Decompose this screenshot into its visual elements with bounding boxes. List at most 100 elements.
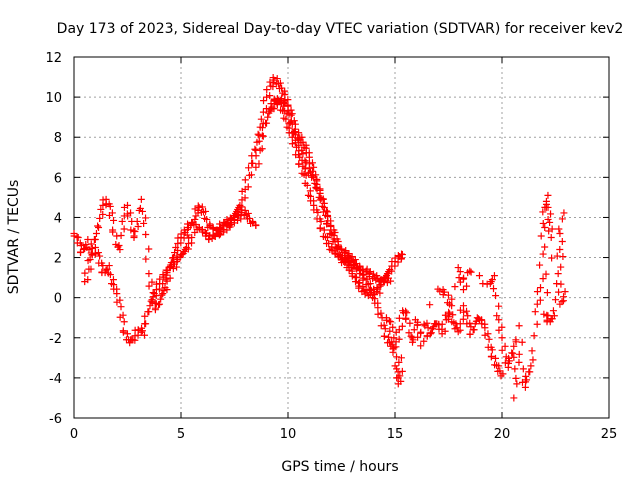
data-point [184,220,192,228]
data-point [130,232,138,240]
data-point [149,289,157,297]
data-point [466,267,474,275]
data-point [398,322,406,330]
data-point [138,324,146,332]
data-point [478,320,486,328]
data-point [299,138,307,146]
data-point [105,211,113,219]
data-point [448,302,456,310]
data-point [374,310,382,318]
data-point [120,225,128,233]
data-point [380,332,388,340]
data-point [528,347,536,355]
data-point [454,328,462,336]
data-point [278,100,286,108]
data-point [387,277,395,285]
data-point [133,217,141,225]
data-point [406,319,414,327]
data-point [320,199,328,207]
data-point [547,210,555,218]
data-point [324,234,332,242]
data-point [456,268,464,276]
data-point [155,301,163,309]
data-point [547,234,555,241]
data-point [147,297,155,305]
data-point [173,252,181,260]
y-tick-label: 10 [45,91,62,106]
data-point [395,314,403,322]
data-point [169,265,177,273]
data-point [158,291,166,299]
data-point [96,214,104,222]
data-point [151,304,159,312]
data-point [518,338,526,346]
data-point [90,236,98,243]
data-point [123,330,131,338]
data-point [109,228,117,236]
data-point [407,332,415,340]
data-point [309,167,317,175]
data-point [512,338,520,346]
y-axis-label: SDTVAR / TECUs [6,180,22,295]
data-point [544,203,552,211]
data-point [496,367,504,375]
data-point [99,210,107,218]
y-tick-label: 2 [54,252,62,267]
data-point [199,228,207,236]
data-point [258,132,266,140]
data-point [313,215,321,223]
data-point [414,318,422,326]
data-point [396,372,404,380]
data-point [263,86,271,94]
data-point [519,365,527,373]
data-point [103,265,111,273]
data-point [557,263,565,271]
data-point [561,288,569,296]
data-point [320,226,328,234]
data-point [539,208,547,216]
data-point [251,145,259,153]
data-point [515,322,523,330]
data-point [70,232,78,240]
data-point [390,344,398,352]
data-point [556,229,564,237]
data-point [381,325,389,333]
data-point [505,354,513,362]
data-point [288,133,296,141]
data-point [536,296,544,304]
data-point [490,272,498,280]
data-point [299,162,307,170]
data-point [270,105,278,113]
data-point [427,329,435,337]
data-point [438,320,446,328]
data-point [331,238,339,246]
data-point [198,203,206,211]
data-point [467,268,475,276]
data-point [370,270,378,278]
data-point [533,300,541,308]
data-point [244,183,252,191]
data-point [380,275,388,283]
data-point [74,234,82,242]
data-point [554,270,562,278]
x-tick-label: 20 [494,427,511,442]
data-point [397,354,405,362]
data-point [527,362,535,370]
data-point [292,143,300,151]
data-point [305,164,313,172]
data-point [548,254,556,262]
data-point [163,277,171,285]
data-point [310,163,318,171]
data-point [258,124,266,132]
data-point [141,320,149,328]
data-point [252,163,260,171]
data-point [463,320,471,328]
data-point [537,284,545,292]
data-point [191,205,199,213]
data-point [77,242,85,250]
data-point [194,202,202,210]
data-point [405,329,413,337]
data-point [508,349,516,357]
data-point [241,206,249,214]
data-point [278,84,286,92]
